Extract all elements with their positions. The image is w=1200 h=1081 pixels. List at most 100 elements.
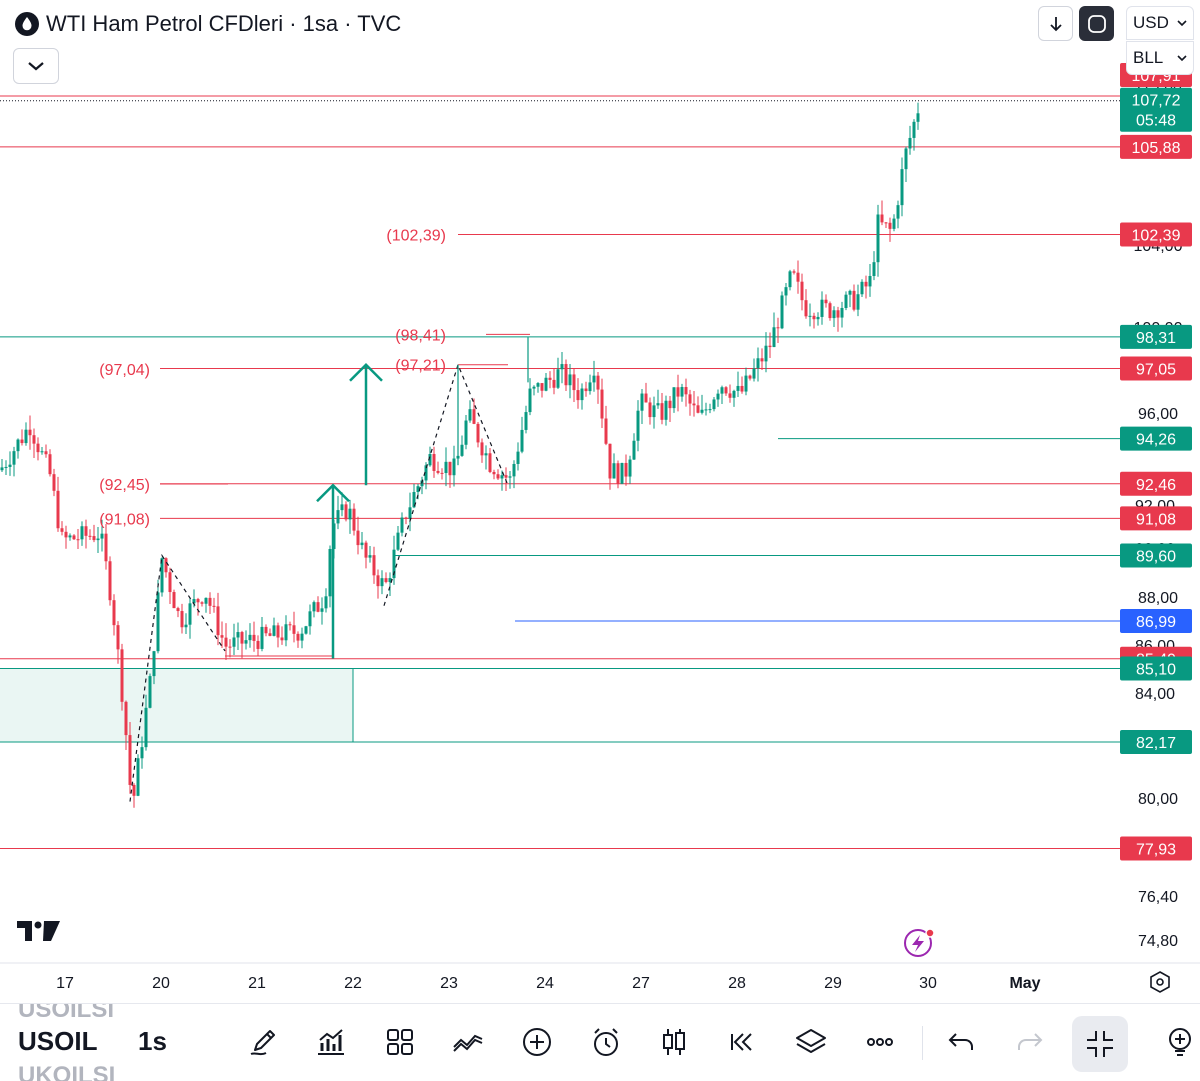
collapse-button[interactable] [13,48,59,84]
candle-body [740,385,744,392]
templates-button[interactable] [380,1022,420,1062]
restore-button[interactable] [1072,1016,1128,1072]
compare-button[interactable] [448,1022,488,1062]
price-tag[interactable] [1120,836,1192,861]
price-tag-label: 85,10 [1136,662,1176,679]
candle-body [492,471,496,475]
candle-body [676,387,680,397]
price-tag[interactable] [1120,426,1192,451]
price-tag[interactable] [1120,222,1192,247]
layers-button[interactable] [791,1022,831,1062]
projection-arrow-up[interactable] [316,483,350,659]
currency-select[interactable]: USD [1126,6,1194,40]
lightning-icon[interactable] [904,928,935,957]
candle-body [836,310,840,318]
current-price-tag[interactable] [1120,87,1192,132]
candle-body [888,222,892,229]
candle-body [640,393,644,411]
projection-arrow-up[interactable] [349,363,383,486]
alert-button[interactable] [586,1022,626,1062]
candle-body [712,399,716,410]
unit-value: BLL [1133,48,1164,67]
symbol-prev[interactable]: USOILSI [18,1004,115,1023]
candle-body [360,542,364,546]
replay-button[interactable] [722,1022,762,1062]
candle-body [624,462,628,477]
candle-body [644,393,648,403]
candle-body [400,517,404,533]
symbol-switcher[interactable]: USOILSI USOIL UKOILSI [0,1004,125,1081]
download-button[interactable] [1038,6,1073,41]
symbol-title[interactable]: WTI Ham Petrol CFDleri · 1sa · TVC [14,8,401,40]
bar-countdown: 05:48 [1136,113,1176,130]
price-tag-label: 86,99 [1136,614,1176,631]
candle-body [464,420,468,445]
candle-body [908,137,912,149]
price-scale-tick: 74,80 [1138,933,1178,950]
zoom-in-button[interactable] [1160,1022,1200,1062]
settings-icon[interactable] [1150,971,1170,993]
price-tag[interactable] [1120,356,1192,381]
time-axis-label: May [1009,975,1040,992]
candle-body [736,385,740,391]
candle-body [124,701,128,736]
candle-body [48,454,52,475]
candle-body [24,429,28,444]
more-button[interactable] [860,1022,900,1062]
candle-body [352,508,356,531]
candle-body [604,418,608,444]
candle-body [84,526,88,536]
bar-style-button[interactable] [654,1022,694,1062]
candle-body [104,533,108,562]
price-chart[interactable]: (102,39) (98,41) (97,21) (97,04) (92,45) (91,… [0,0,1200,1003]
candle-body [452,458,456,476]
candle-body [428,454,432,466]
undo-button[interactable] [941,1022,981,1062]
unit-select[interactable]: BLL [1126,41,1194,75]
candle-body [728,393,732,398]
fullscreen-button[interactable] [1079,6,1114,41]
candle-body [688,394,692,404]
price-tag-label: 105,88 [1132,140,1181,157]
candle-body [368,555,372,558]
level-annotation: (97,21) [395,358,446,375]
symbol-next[interactable]: UKOILSI [18,1062,116,1081]
price-tag[interactable] [1120,730,1192,755]
time-axis-label: 21 [248,975,266,992]
bar-style-icon [663,1029,685,1055]
drawing-tool-button[interactable] [243,1022,283,1062]
interval-button[interactable]: 1s [138,1026,167,1056]
undo-icon [948,1033,973,1050]
candle-body [572,374,576,391]
demand-zone[interactable] [0,668,353,743]
zoom-in-icon [1169,1028,1191,1056]
candle-body [896,205,900,219]
toolbar-divider [922,1026,923,1060]
candle-body [372,555,376,576]
price-tag-label: 94,26 [1136,432,1176,449]
symbol-current[interactable]: USOIL [18,1026,98,1056]
zigzag-path[interactable] [383,363,509,606]
candle-body [344,504,348,520]
candle-body [864,281,868,287]
candle-body [204,597,208,604]
candle-body [556,369,560,388]
compare-icon [453,1034,483,1052]
indicators-button[interactable] [311,1022,351,1062]
price-tag[interactable] [1120,471,1192,496]
candle-body [792,271,796,273]
candle-body [476,423,480,443]
candle-body [816,316,820,320]
time-axis-label: 17 [56,975,74,992]
price-tag[interactable] [1120,543,1192,568]
level-annotation: (91,08) [99,511,150,528]
add-button[interactable] [517,1022,557,1062]
price-tag[interactable] [1120,324,1192,349]
price-tag[interactable] [1120,609,1192,634]
candle-body [320,608,324,612]
price-tag[interactable] [1120,134,1192,159]
redo-button[interactable] [1010,1022,1050,1062]
price-tag[interactable] [1120,506,1192,531]
price-tag[interactable] [1120,656,1192,681]
zigzag-path[interactable] [129,553,226,802]
